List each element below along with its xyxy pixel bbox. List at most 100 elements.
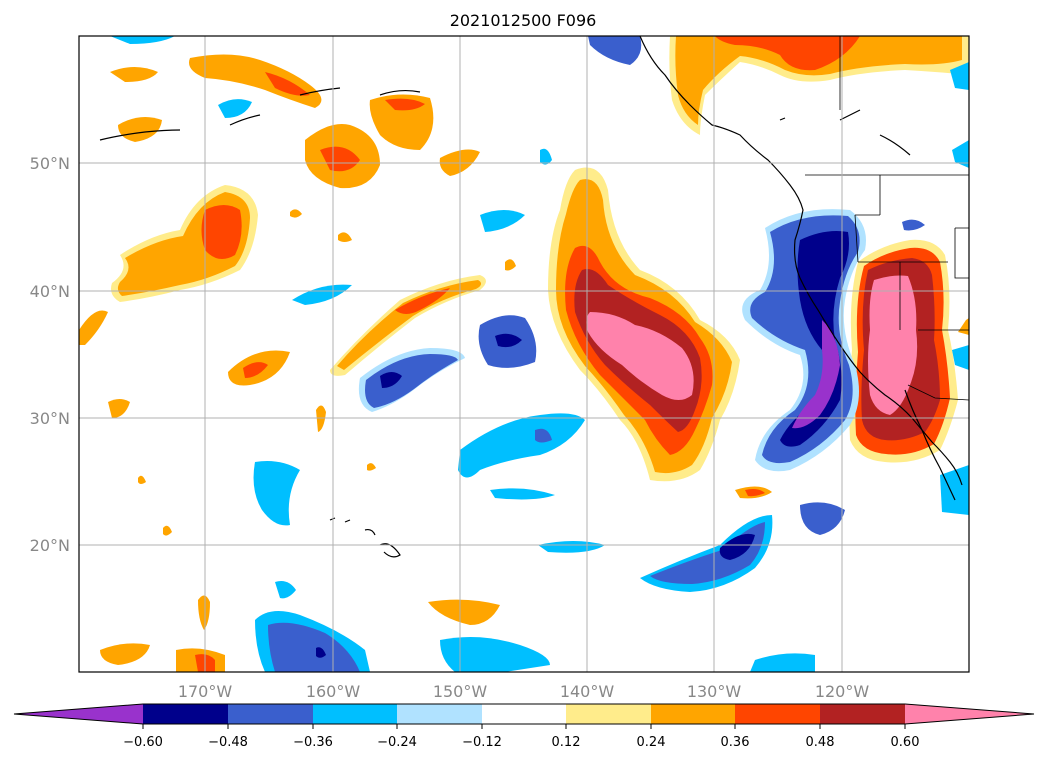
nw-blob-redorange bbox=[201, 205, 242, 259]
small-neg-16 bbox=[902, 219, 925, 231]
canada-islands bbox=[779, 109, 911, 156]
east-edge-orange bbox=[958, 318, 969, 335]
central-neg-navy bbox=[495, 333, 522, 348]
colorbar-box bbox=[397, 704, 482, 724]
cb-tick-label: −0.12 bbox=[462, 735, 502, 750]
cb-tick-label: 0.24 bbox=[637, 735, 666, 750]
small-blob-e bbox=[198, 595, 210, 630]
small-blob-a-core bbox=[243, 362, 268, 378]
small-neg-1 bbox=[480, 210, 525, 232]
lon-label: 160°W bbox=[306, 682, 361, 701]
cb-tick-label: −0.60 bbox=[123, 735, 163, 750]
sw-neg-blue bbox=[268, 622, 360, 672]
ca-neg-purple bbox=[792, 320, 840, 429]
small-blob-b bbox=[108, 399, 130, 418]
bering-small-orange bbox=[110, 67, 158, 82]
colorbar-extend-high bbox=[905, 704, 1034, 724]
tiny-blob-5 bbox=[138, 475, 146, 484]
negative-contour-features bbox=[110, 36, 969, 672]
small-blob-g bbox=[100, 643, 150, 665]
border-lines bbox=[805, 36, 969, 401]
cb-tick-label: 0.36 bbox=[721, 735, 750, 750]
mid-neg-blue bbox=[535, 428, 552, 443]
band-lightyellow bbox=[330, 275, 486, 376]
south-neg-navy bbox=[719, 533, 755, 560]
cb-tick-label: −0.48 bbox=[208, 735, 248, 750]
colorbar-boxes bbox=[143, 704, 905, 724]
cb-tick-label: 0.60 bbox=[891, 735, 920, 750]
cb-tick-label: 0.48 bbox=[806, 735, 835, 750]
colorbar-box bbox=[482, 704, 566, 724]
aleutian-blob-orange bbox=[369, 94, 434, 150]
ca-plume-pink bbox=[868, 275, 918, 415]
colorbar-box bbox=[143, 704, 228, 724]
tiny-blob-2 bbox=[505, 259, 516, 271]
cb-tick-label: −0.36 bbox=[293, 735, 333, 750]
small-neg-15 bbox=[540, 148, 552, 165]
hi-neg-blue bbox=[365, 354, 458, 408]
ne-top-redorange bbox=[715, 36, 860, 71]
colorbar-box bbox=[228, 704, 313, 724]
aleutian-coast-4 bbox=[99, 129, 181, 141]
plot-frame bbox=[78, 35, 970, 673]
west-edge-orange bbox=[79, 310, 108, 345]
small-neg-7 bbox=[275, 581, 296, 599]
small-neg-14 bbox=[952, 345, 969, 370]
colorbar-ticks bbox=[142, 724, 906, 729]
plume-pink bbox=[586, 312, 694, 400]
bering-blob-redorange bbox=[265, 72, 310, 96]
aleutian-coast-1 bbox=[379, 89, 421, 96]
small-neg-13 bbox=[940, 465, 969, 515]
colorbar-box bbox=[651, 704, 735, 724]
mid-neg-sky bbox=[458, 413, 585, 478]
gridlines bbox=[79, 36, 969, 672]
aleutian-coast-3 bbox=[229, 114, 261, 126]
small-neg-3 bbox=[218, 99, 252, 118]
political-borders bbox=[805, 36, 969, 401]
west-neg-sky bbox=[253, 461, 300, 526]
band-orange bbox=[337, 280, 482, 370]
tiny-blob-1 bbox=[338, 232, 352, 242]
south-neg-blue bbox=[650, 522, 765, 584]
small-neg-6 bbox=[800, 502, 845, 535]
bering-blob-orange bbox=[189, 54, 322, 108]
small-neg-8 bbox=[750, 653, 815, 672]
lat-label: 20°N bbox=[30, 536, 70, 555]
cb-tick-label: 0.12 bbox=[552, 735, 581, 750]
goa-blob-redorange bbox=[320, 146, 360, 172]
hi-neg-navy bbox=[380, 372, 402, 388]
small-neg-10 bbox=[110, 36, 175, 44]
lat-label: 50°N bbox=[30, 154, 70, 173]
tiny-blob-3 bbox=[290, 209, 302, 218]
lon-label: 170°W bbox=[178, 682, 233, 701]
latitude-labels: 50°N 40°N 30°N 20°N bbox=[30, 154, 70, 555]
lon-label: 120°W bbox=[815, 682, 870, 701]
colorbar-tick-labels: −0.60 −0.48 −0.36 −0.24 −0.12 0.12 0.24 … bbox=[123, 735, 919, 750]
small-neg-4 bbox=[538, 541, 605, 553]
lat-label: 30°N bbox=[30, 409, 70, 428]
small-neg-5 bbox=[490, 488, 555, 500]
small-neg-9 bbox=[588, 36, 642, 65]
small-blob-d-core bbox=[745, 489, 765, 497]
plot-area bbox=[79, 36, 969, 672]
lon-label: 150°W bbox=[433, 682, 488, 701]
colorbar-box bbox=[313, 704, 397, 724]
map-title: 2021012500 F096 bbox=[450, 11, 597, 30]
coastlines bbox=[99, 36, 963, 558]
ne-top-orange bbox=[675, 36, 962, 125]
baja-coast-line bbox=[904, 389, 956, 501]
small-neg-12 bbox=[952, 140, 969, 168]
colorbar-box bbox=[566, 704, 651, 724]
west-coast-line bbox=[639, 36, 963, 486]
colorbar: −0.60 −0.48 −0.36 −0.24 −0.12 0.12 0.24 … bbox=[13, 703, 1035, 750]
small-blob-f bbox=[428, 599, 500, 625]
small-neg-11 bbox=[950, 62, 969, 90]
sw-neg-navy bbox=[316, 647, 326, 658]
small-neg-2 bbox=[292, 284, 352, 305]
colorbar-box bbox=[820, 704, 905, 724]
lon-label: 140°W bbox=[560, 682, 615, 701]
tiny-blob-4 bbox=[163, 525, 172, 536]
tiny-blob-6 bbox=[367, 463, 376, 471]
se-neg-sky bbox=[440, 636, 550, 672]
